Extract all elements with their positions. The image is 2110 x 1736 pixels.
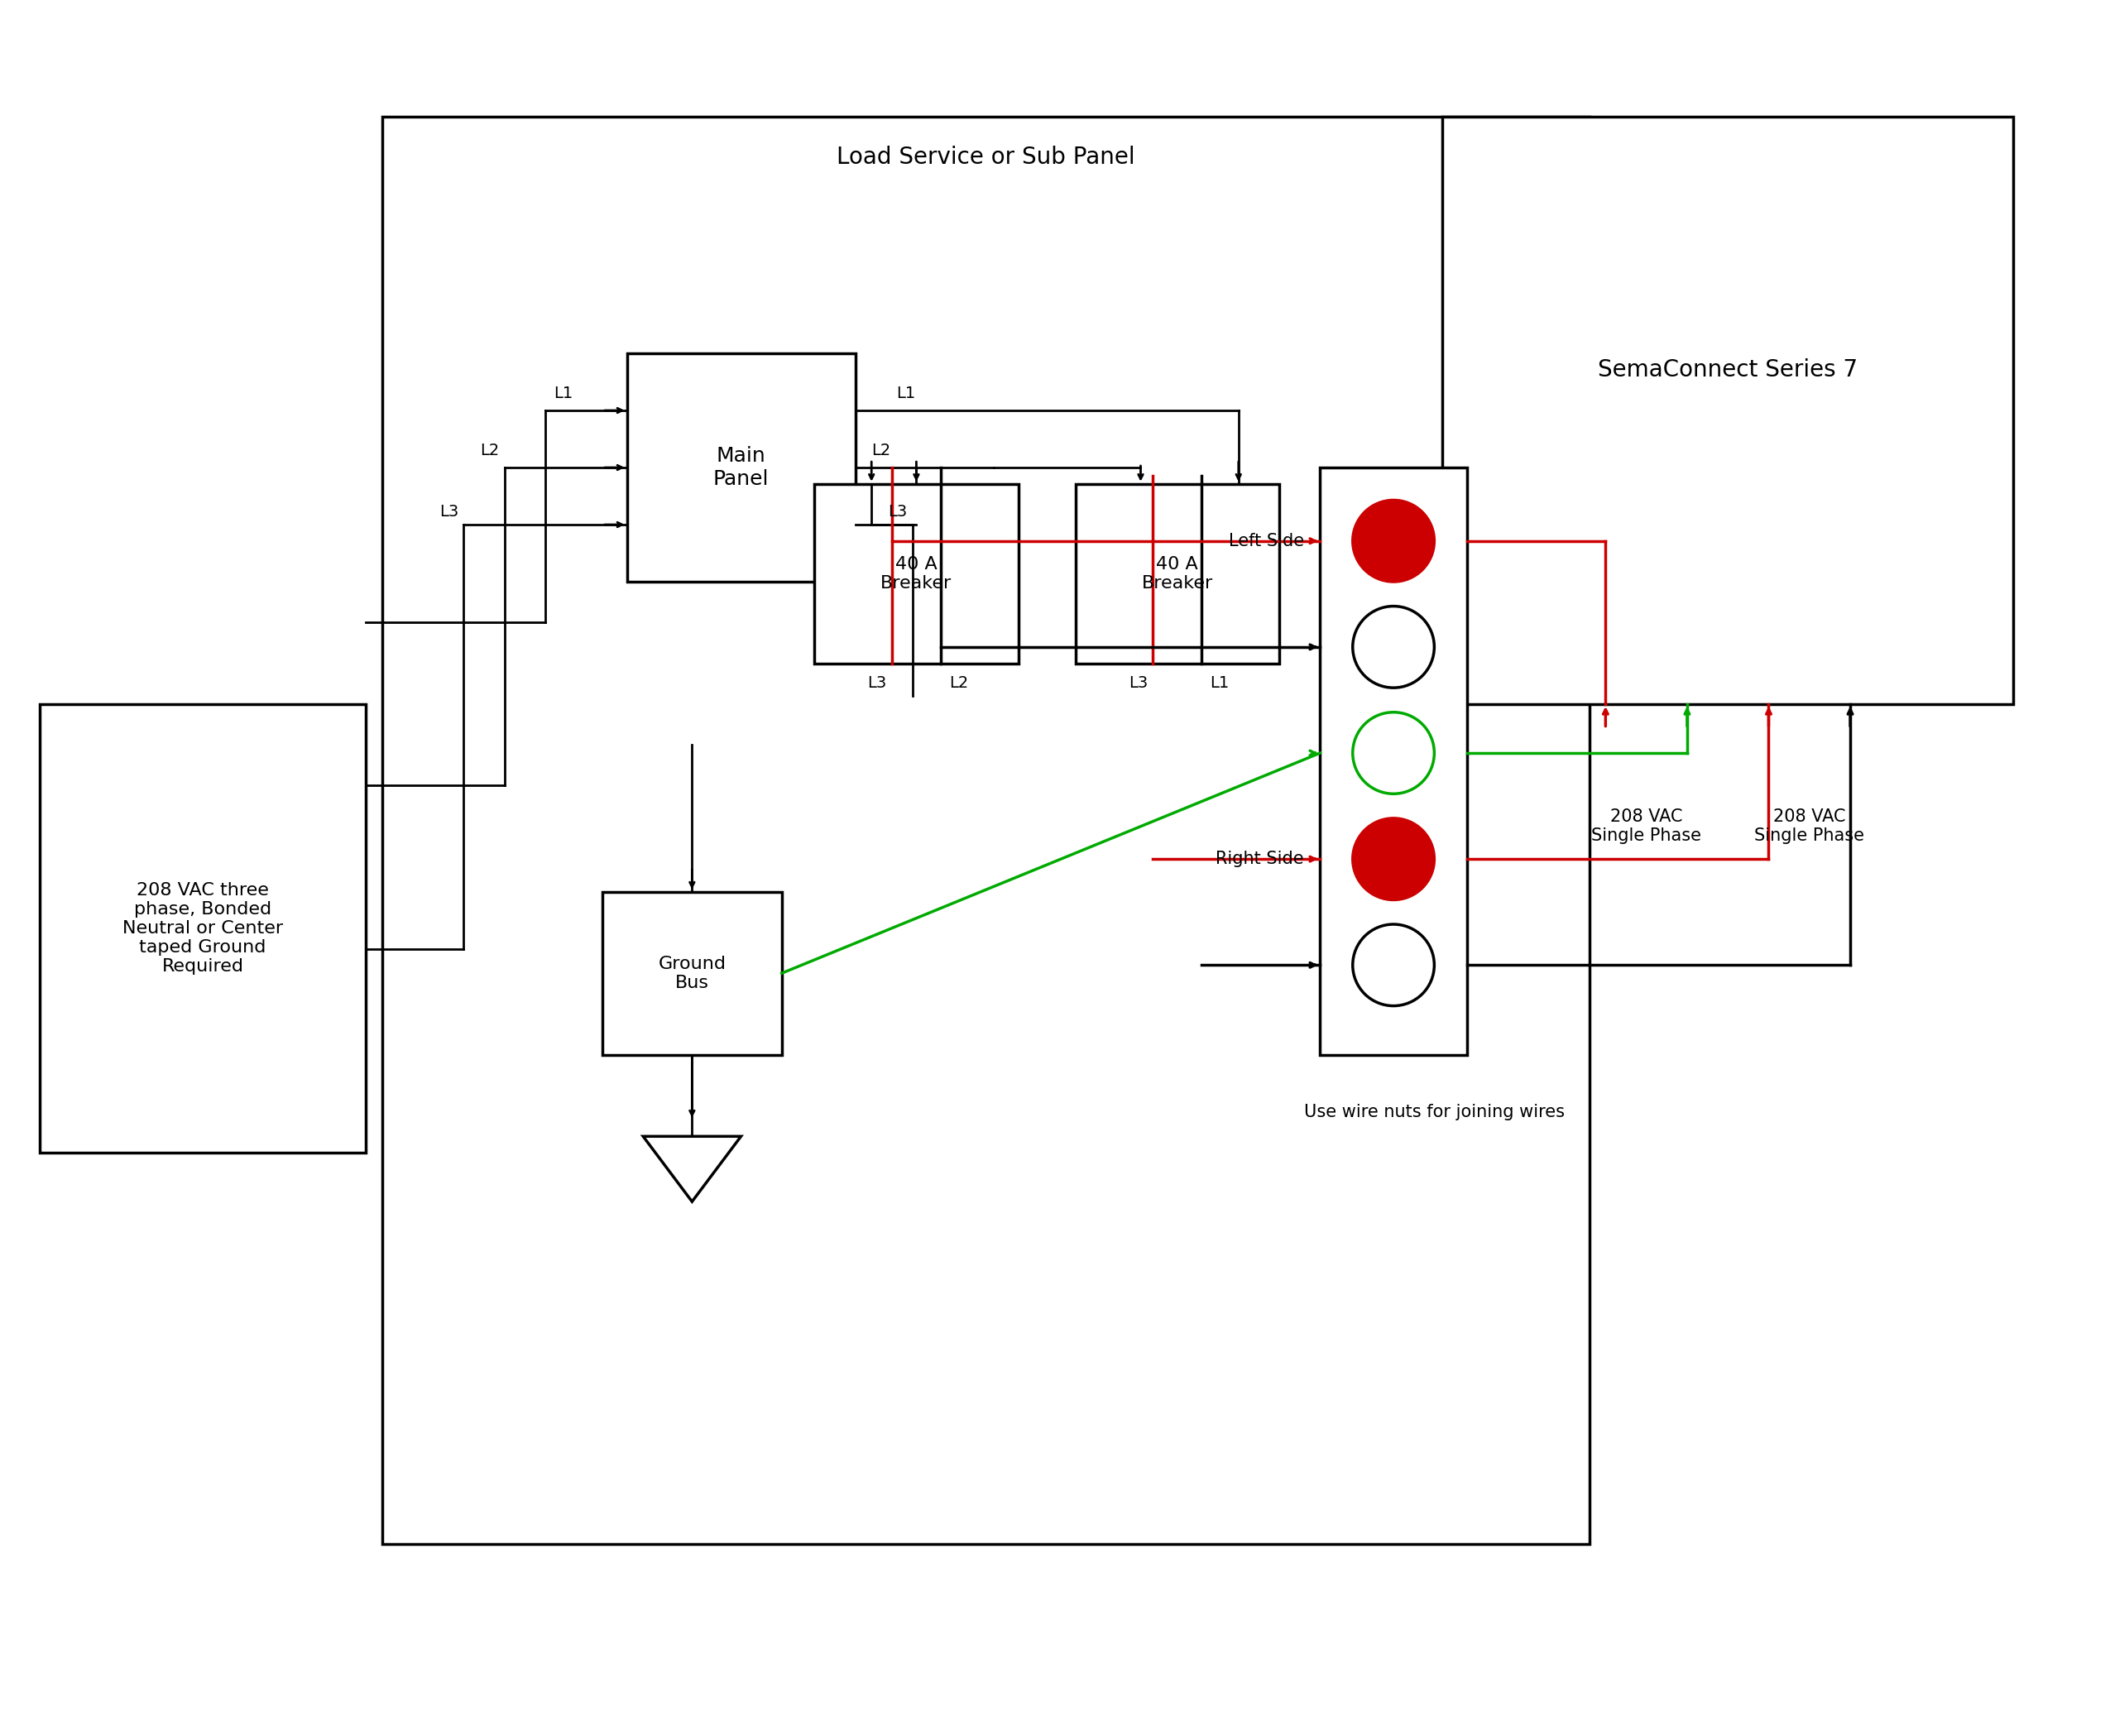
Text: 40 A
Breaker: 40 A Breaker	[880, 556, 952, 592]
Text: 208 VAC
Single Phase: 208 VAC Single Phase	[1753, 809, 1865, 844]
Text: 208 VAC
Single Phase: 208 VAC Single Phase	[1591, 809, 1701, 844]
Text: L1: L1	[553, 385, 572, 401]
Text: L1: L1	[1209, 675, 1230, 691]
Text: Use wire nuts for joining wires: Use wire nuts for joining wires	[1304, 1104, 1566, 1120]
Bar	[627, 354, 855, 582]
Text: Load Service or Sub Panel: Load Service or Sub Panel	[836, 146, 1135, 168]
Text: L3: L3	[1129, 675, 1148, 691]
Circle shape	[1353, 606, 1435, 687]
Circle shape	[1353, 500, 1435, 582]
Bar	[1321, 467, 1466, 1055]
Text: L2: L2	[949, 675, 968, 691]
Text: L2: L2	[479, 443, 500, 458]
Text: Right Side: Right Side	[1215, 851, 1304, 868]
Text: Main
Panel: Main Panel	[713, 446, 768, 490]
Text: L3: L3	[439, 503, 458, 519]
Bar	[814, 484, 1019, 663]
Text: 40 A
Breaker: 40 A Breaker	[1142, 556, 1213, 592]
Circle shape	[1353, 712, 1435, 793]
Circle shape	[1353, 818, 1435, 899]
Text: L1: L1	[897, 385, 916, 401]
Bar	[601, 892, 783, 1055]
Text: Left Side: Left Side	[1228, 533, 1304, 549]
Text: Ground
Bus: Ground Bus	[658, 955, 726, 991]
Bar	[1443, 116, 2013, 705]
Bar	[1076, 484, 1279, 663]
Bar	[40, 705, 365, 1153]
Text: L3: L3	[867, 675, 886, 691]
Text: SemaConnect Series 7: SemaConnect Series 7	[1597, 358, 1857, 382]
Text: L2: L2	[871, 443, 890, 458]
Text: 208 VAC three
phase, Bonded
Neutral or Center
taped Ground
Required: 208 VAC three phase, Bonded Neutral or C…	[122, 882, 283, 976]
Circle shape	[1353, 924, 1435, 1005]
Text: L3: L3	[888, 503, 907, 519]
Bar	[382, 116, 1589, 1543]
